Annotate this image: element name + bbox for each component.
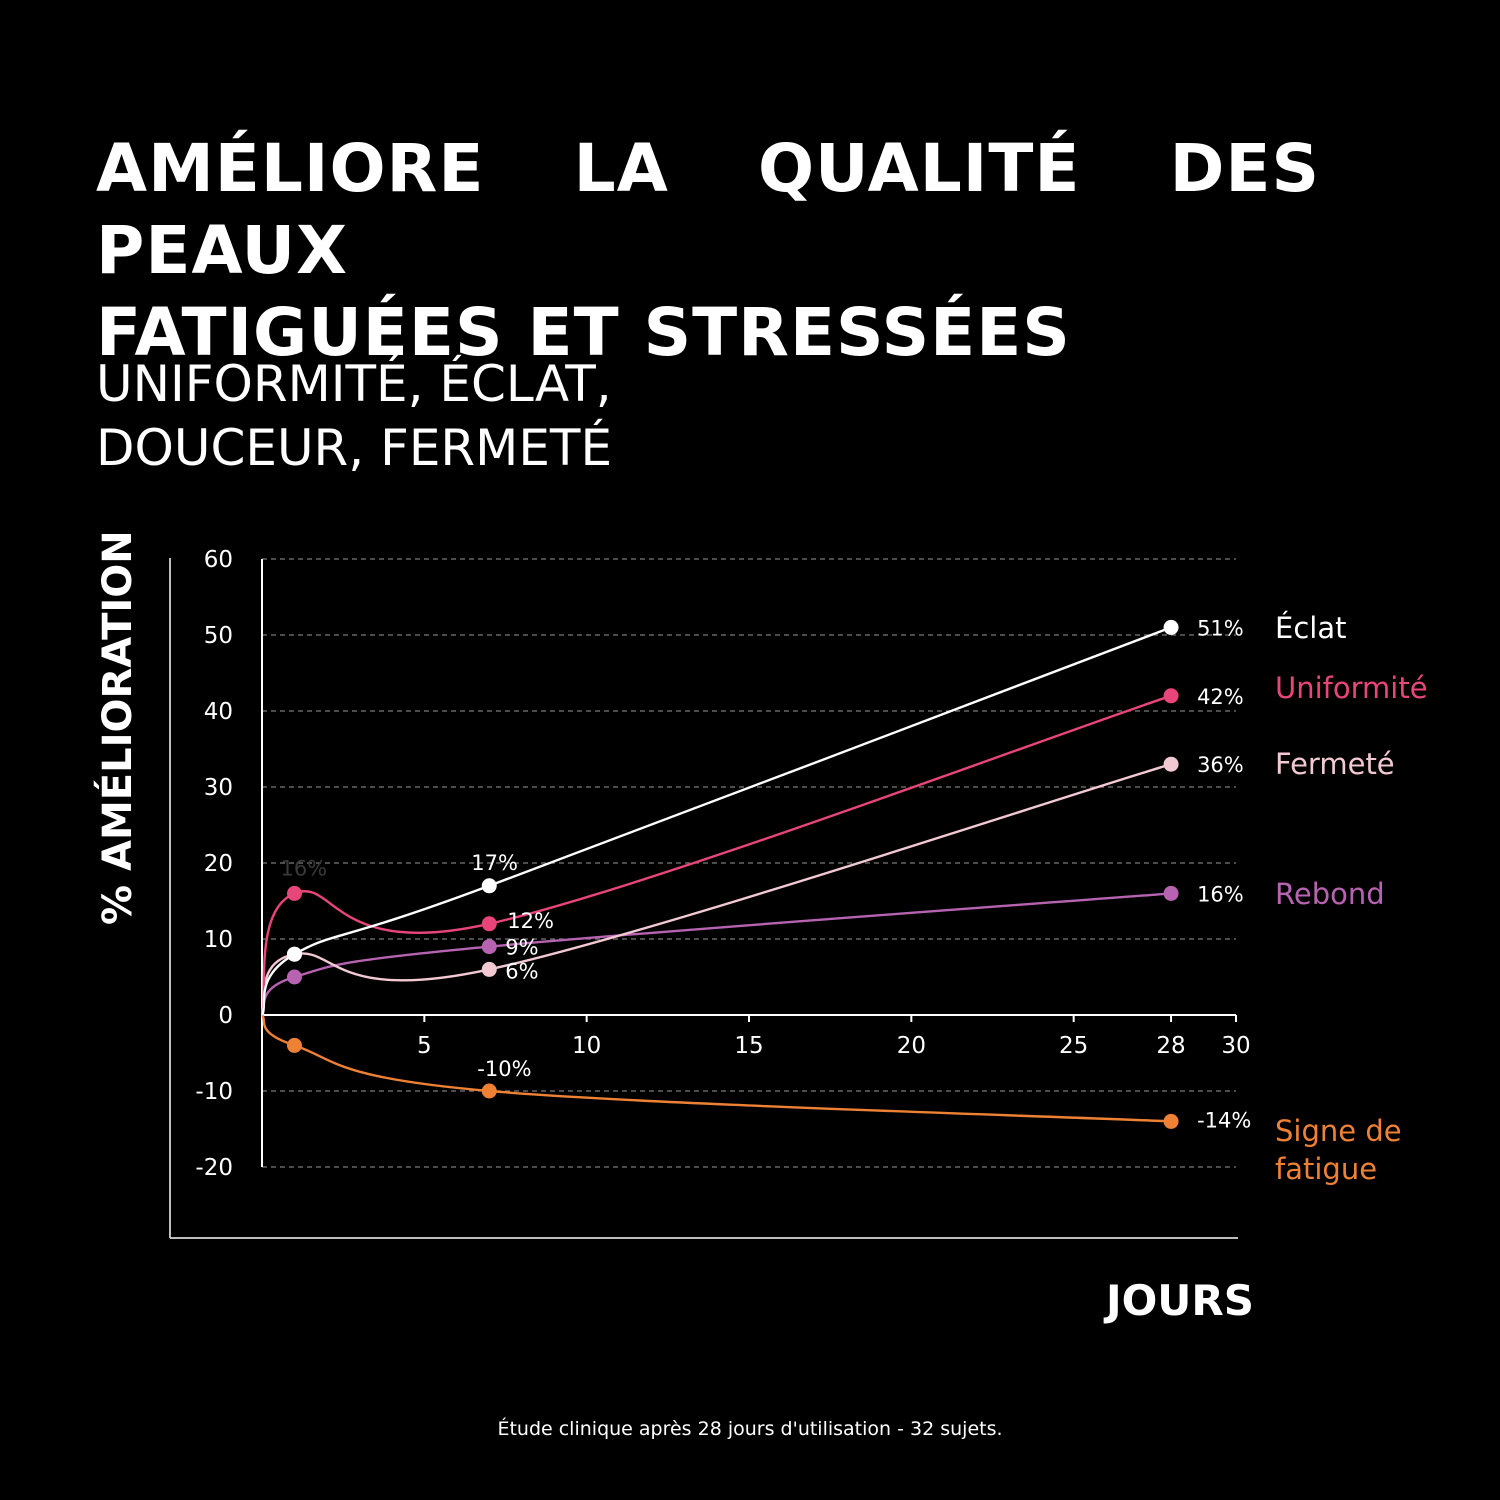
data-label-rebond: 9% (505, 936, 538, 960)
data-point-rebond (1163, 885, 1179, 901)
data-label-eclat: 17% (471, 851, 518, 875)
data-point-eclat (286, 946, 302, 962)
y-tick-label: 30 (204, 775, 233, 801)
data-point-eclat (481, 878, 497, 894)
x-tick-label: 20 (897, 1033, 926, 1059)
data-point-uniformite (1163, 688, 1179, 704)
data-point-signe-de-fatigue (481, 1083, 497, 1099)
page-title: AMÉLIORE LA QUALITÉ DES PEAUX FATIGUÉES … (96, 128, 1336, 374)
data-label-uniformite: 16% (280, 856, 327, 880)
data-point-signe-de-fatigue (286, 1037, 302, 1053)
y-tick-label: 10 (204, 927, 233, 953)
data-label-signe-de-fatigue: -10% (477, 1057, 531, 1081)
y-tick-label: 0 (218, 1003, 233, 1029)
y-tick-label: 50 (204, 623, 233, 649)
data-label-eclat: 51% (1197, 616, 1244, 640)
y-tick-label: 60 (204, 547, 233, 573)
data-point-eclat (1163, 619, 1179, 635)
x-tick-label: 30 (1221, 1033, 1250, 1059)
data-label-fermete: 36% (1197, 753, 1244, 777)
series-line-rebond (260, 892, 1172, 1016)
y-tick-label: 40 (204, 699, 233, 725)
data-point-rebond (481, 939, 497, 955)
data-point-fermete (481, 961, 497, 977)
data-point-uniformite (286, 885, 302, 901)
series-line-uniformite (260, 694, 1172, 1016)
data-point-fermete (1163, 756, 1179, 772)
x-tick-label: 15 (734, 1033, 763, 1059)
y-tick-label: 20 (204, 851, 233, 877)
x-tick-label: 28 (1156, 1033, 1185, 1059)
data-label-fermete: 6% (505, 959, 538, 983)
data-point-uniformite (481, 916, 497, 932)
subtitle-line-1: UNIFORMITÉ, ÉCLAT, (96, 355, 612, 413)
series-line-signe-de-fatigue (261, 1014, 1172, 1123)
page-subtitle: UNIFORMITÉ, ÉCLAT, DOUCEUR, FERMETÉ (96, 352, 612, 480)
title-line-2: FATIGUÉES ET STRESSÉES (96, 294, 1071, 371)
data-label-signe-de-fatigue: -14% (1197, 1108, 1251, 1132)
title-line-1: AMÉLIORE LA QUALITÉ DES PEAUX (96, 130, 1320, 289)
series-line-fermete (260, 763, 1172, 1016)
x-tick-label: 25 (1059, 1033, 1088, 1059)
y-tick-label: -10 (195, 1079, 233, 1105)
legend-label-uniformite: Uniformité (1275, 671, 1428, 705)
x-tick-label: 5 (417, 1033, 432, 1059)
legend-label-rebond: Rebond (1275, 877, 1385, 911)
data-label-rebond: 16% (1197, 882, 1244, 906)
data-point-signe-de-fatigue (1163, 1113, 1179, 1129)
footnote: Étude clinique après 28 jours d'utilisat… (497, 1418, 1003, 1440)
y-tick-label: -20 (195, 1155, 233, 1181)
data-label-uniformite: 12% (507, 909, 554, 933)
data-point-rebond (286, 969, 302, 985)
x-axis-title: JOURS (1105, 1276, 1254, 1325)
legend-label-fermete: Fermeté (1275, 747, 1395, 781)
data-label-uniformite: 42% (1197, 685, 1244, 709)
x-tick-label: 10 (572, 1033, 601, 1059)
subtitle-line-2: DOUCEUR, FERMETÉ (96, 419, 613, 477)
legend-label-signe-de-fatigue: Signe de fatigue (1275, 1114, 1402, 1186)
legend-label-eclat: Éclat (1275, 611, 1346, 645)
